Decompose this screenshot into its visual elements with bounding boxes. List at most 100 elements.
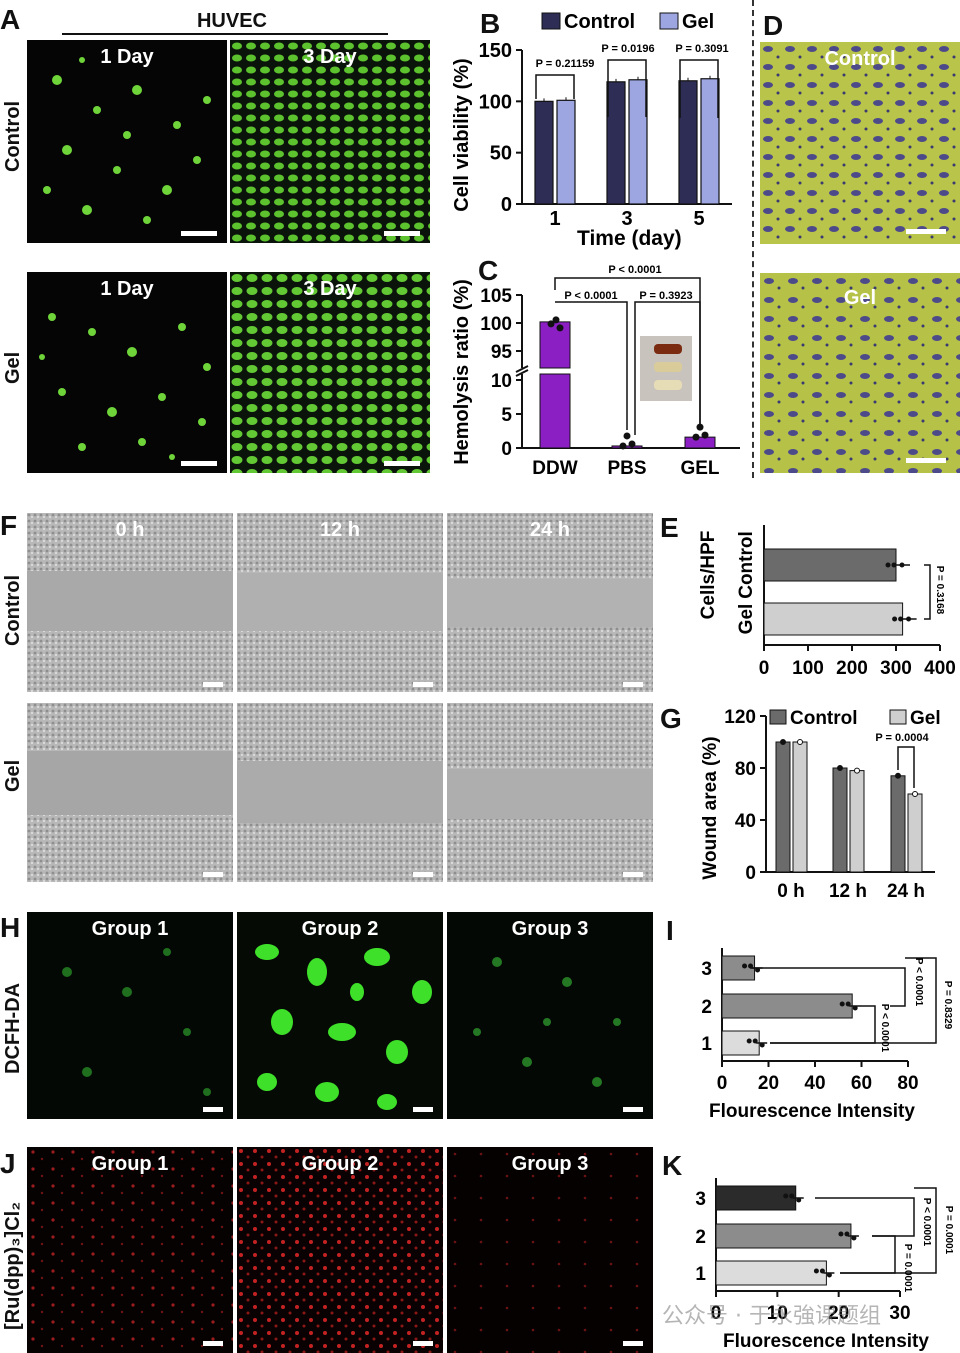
significance-bracket — [679, 59, 719, 118]
y-tick-label: Gel — [736, 604, 757, 635]
o2-group1: Group 1 — [27, 1147, 233, 1353]
bar-control-0h — [775, 741, 791, 873]
scratch-gel-24h — [447, 703, 653, 882]
x-axis-title: Fluorescence Intensity — [723, 1331, 929, 1352]
x-tick-label: 20 — [828, 1303, 849, 1324]
data-point — [852, 1005, 858, 1011]
bar-group-1 — [721, 1030, 760, 1056]
row-label-ru-dpp: [Ru(dpp)₃]Cl₂ — [2, 1201, 24, 1330]
data-point — [552, 316, 560, 324]
panel-letter-g: G — [660, 703, 682, 734]
panel-letter-a: A — [0, 4, 21, 35]
bar-gel-12h — [849, 770, 865, 873]
x-axis-title: Flourescence Intensity — [709, 1101, 915, 1122]
panel-letter-c: C — [478, 255, 499, 286]
huvec-header: HUVEC — [196, 10, 267, 32]
y-tick-label: 3 — [701, 959, 712, 980]
data-point — [623, 432, 631, 440]
data-point — [752, 1038, 758, 1044]
tile-label: Group 1 — [91, 918, 169, 940]
p-value-3: P = 0.3091 — [675, 43, 728, 55]
ros-group3: Group 3 — [447, 912, 653, 1119]
axis-break-mark — [515, 369, 529, 377]
row-label-dcfh: DCFH-DA — [2, 982, 24, 1074]
data-point — [839, 1001, 845, 1007]
p-value: P = 0.3168 — [934, 566, 945, 615]
data-point — [845, 1001, 851, 1007]
y-tick-label: 50 — [490, 143, 512, 165]
data-point — [746, 1038, 752, 1044]
bar-gel — [684, 436, 716, 449]
tile-label: Group 1 — [91, 1153, 169, 1175]
scale-bar — [623, 1107, 643, 1112]
p-value-3-1: P = 0.8329 — [942, 981, 953, 1030]
bar-gel-day-3 — [628, 79, 648, 205]
significance-bracket — [607, 59, 647, 117]
x-tick-label: 80 — [897, 1073, 918, 1094]
x-tick-label: 3 — [621, 208, 632, 230]
bar-group-1 — [715, 1260, 827, 1286]
x-tick-label: 0 — [711, 1303, 722, 1324]
tile-label: Gel — [843, 287, 877, 309]
data-point — [826, 1272, 832, 1278]
row-label-control-a: Control — [2, 100, 24, 172]
data-point — [838, 1231, 844, 1237]
scale-bar — [413, 1107, 433, 1112]
legend-control: Control — [564, 11, 635, 33]
tile-label: 1 Day — [100, 278, 154, 300]
scale-bar — [623, 872, 643, 877]
y-tick-label: 3 — [695, 1189, 706, 1210]
x-tick-label: 0 h — [777, 881, 804, 902]
y-axis-title: Cells/HPF — [698, 531, 719, 620]
p-value: P = 0.0004 — [875, 732, 929, 744]
legend-swatch-control — [541, 12, 561, 30]
panel-letter-d: D — [763, 10, 784, 41]
scale-bar — [623, 1341, 643, 1346]
y-tick-label: 1 — [695, 1264, 706, 1285]
legend-gel: Gel — [910, 708, 941, 729]
bar-control — [763, 548, 897, 582]
x-tick-label: 30 — [889, 1303, 910, 1324]
scale-bar — [413, 682, 433, 687]
y-tick-label: 0 — [745, 863, 756, 884]
x-tick-label: GEL — [680, 458, 719, 479]
y-tick-label: 0 — [501, 194, 512, 216]
x-tick-label: 40 — [804, 1073, 825, 1094]
chart-hemolysis: 0 5 10 95 100 105 DDW PBS GEL Hemolysis ratio (%… — [451, 264, 740, 479]
data-point — [813, 1268, 819, 1274]
x-tick-label: DDW — [532, 458, 577, 479]
o2-stain-image — [237, 1147, 443, 1353]
y-tick-label: Control — [736, 531, 757, 599]
scratch-gel-12h — [237, 703, 443, 882]
chart-wound-area: 0 40 80 120 0 h 12 h 24 h Control Gel Wound ar… — [700, 707, 941, 902]
chart-ru-intensity: 0 10 20 30 3 2 1 Fluorescence Intensity P < 0.… — [695, 1178, 954, 1352]
x-tick-label: 300 — [880, 658, 912, 679]
scratch-image — [447, 513, 653, 692]
x-tick-label: 60 — [851, 1073, 872, 1094]
bar-gel-day-5 — [700, 78, 720, 205]
watermark: 公众号 · 于永強课题组 — [662, 1304, 881, 1329]
row-label-gel-a: Gel — [2, 351, 24, 384]
data-point — [885, 562, 891, 568]
x-tick-label: 10 — [767, 1303, 788, 1324]
scratch-gel-0h — [27, 703, 233, 882]
significance-bracket — [535, 74, 575, 99]
data-point — [789, 1193, 795, 1199]
ros-stain-image — [237, 912, 443, 1119]
micrograph-gel-3day: 3 Day — [230, 272, 430, 473]
cells-gel-1day — [27, 272, 227, 473]
scale-bar — [906, 458, 946, 463]
data-point — [783, 1193, 789, 1199]
p-value-ddw-gel: P < 0.0001 — [608, 264, 661, 276]
tile-label: 0 h — [115, 519, 145, 541]
data-point — [547, 320, 555, 328]
scale-bar — [384, 461, 420, 466]
chart-cells-hpf: 0 100 200 300 400 Control Gel Cells/HPF P = 0.… — [698, 525, 956, 679]
scratch-image — [27, 703, 233, 882]
data-point — [628, 440, 636, 448]
scale-bar — [413, 872, 433, 877]
scratch-image — [237, 703, 443, 882]
o2-group2: Group 2 — [237, 1147, 443, 1353]
bar-group-3 — [715, 1185, 797, 1211]
data-point — [912, 791, 918, 797]
